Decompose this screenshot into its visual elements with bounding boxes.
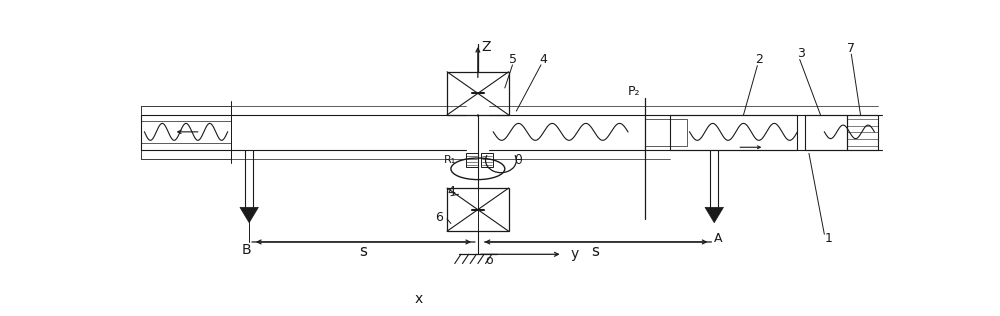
Text: 5: 5 — [509, 53, 516, 66]
Text: 1: 1 — [824, 232, 832, 245]
Text: 7: 7 — [847, 42, 855, 55]
Bar — [447, 72, 509, 115]
Bar — [645, 119, 687, 146]
Text: 3: 3 — [797, 47, 805, 60]
Text: 2: 2 — [755, 53, 763, 66]
Text: A: A — [714, 232, 722, 245]
Text: s: s — [592, 244, 600, 259]
Text: 6: 6 — [435, 211, 443, 224]
Bar — [481, 154, 493, 167]
Text: 4: 4 — [539, 53, 547, 66]
Text: o: o — [486, 254, 493, 267]
Bar — [670, 115, 797, 149]
Text: 4: 4 — [447, 185, 455, 198]
Bar — [847, 115, 878, 149]
Bar — [447, 188, 509, 231]
Bar — [805, 115, 847, 149]
Text: x: x — [414, 292, 423, 306]
Text: P₂: P₂ — [628, 85, 640, 98]
Text: B: B — [242, 243, 252, 257]
Text: R₁: R₁ — [444, 155, 456, 165]
Text: s: s — [359, 244, 367, 259]
Bar — [466, 154, 478, 167]
Text: y: y — [570, 247, 578, 261]
Polygon shape — [240, 207, 258, 223]
Polygon shape — [705, 207, 723, 223]
Text: θ: θ — [514, 154, 522, 167]
Text: Z: Z — [481, 40, 490, 54]
